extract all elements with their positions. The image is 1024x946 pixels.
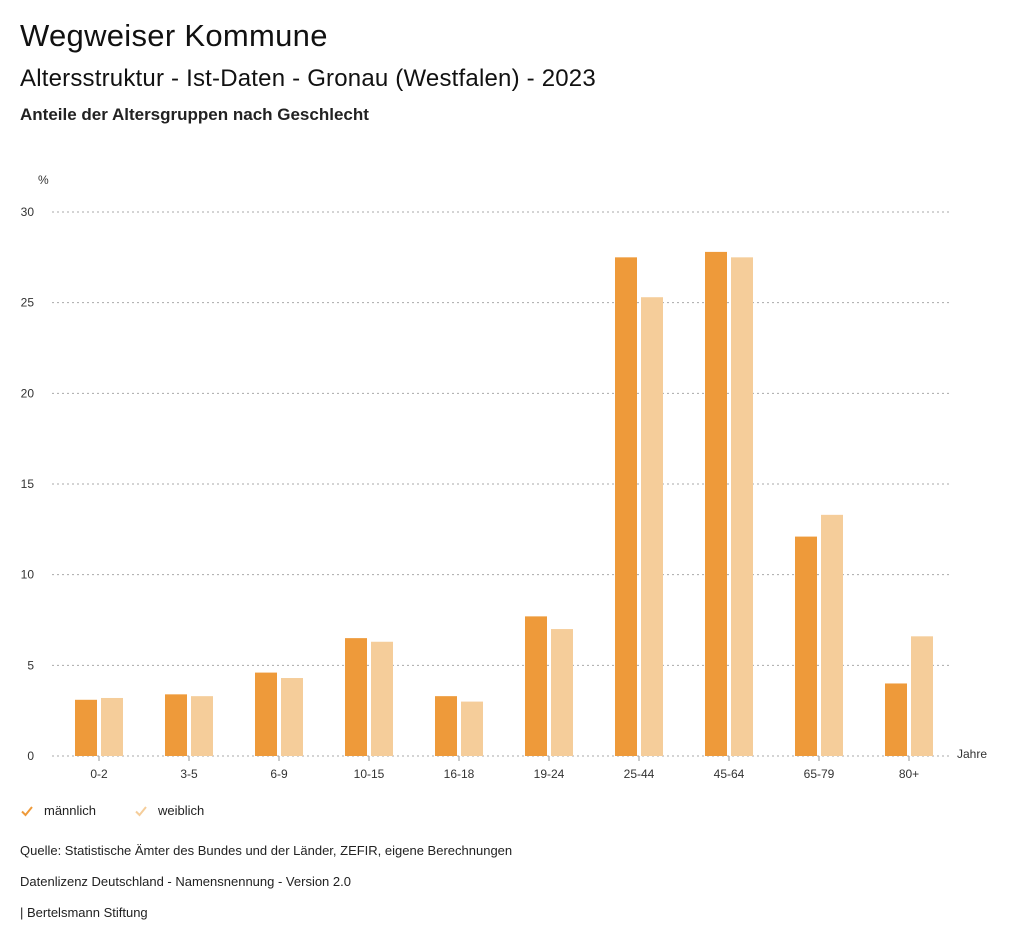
source-note: Quelle: Statistische Ämter des Bundes un… [20, 843, 513, 858]
y-tick-label: 25 [21, 296, 35, 310]
legend-label-male: männlich [44, 803, 97, 818]
y-tick-label: 10 [21, 568, 35, 582]
bar-female [461, 701, 483, 756]
chart-subtitle: Altersstruktur - Ist-Daten - Gronau (Wes… [20, 65, 596, 92]
x-axis-unit-label: Jahre [957, 747, 987, 761]
bar-female [911, 636, 933, 756]
legend-item-male[interactable]: männlich [20, 803, 96, 818]
publisher-note: | Bertelsmann Stiftung [20, 905, 148, 920]
x-tick-label: 0-2 [90, 767, 108, 781]
bar-chart: % 0 5 10 15 20 25 30 Jahre 0-2 3-5 6-9 10-15 16-18 19-… [21, 173, 988, 781]
check-icon [21, 805, 33, 816]
page-title: Wegweiser Kommune [20, 18, 328, 53]
bar-female [731, 257, 753, 756]
bar-male [615, 257, 637, 756]
y-tick-label: 5 [27, 658, 34, 672]
bar-male [165, 694, 187, 756]
x-tick-label: 25-44 [624, 767, 655, 781]
bar-male [345, 638, 367, 756]
bar-female [371, 641, 393, 756]
bar-female [281, 678, 303, 756]
legend-label-female: weiblich [158, 803, 205, 818]
x-tick-label: 19-24 [534, 767, 565, 781]
bar-male [75, 699, 97, 756]
x-tick-label: 80+ [899, 767, 919, 781]
y-tick-label: 30 [21, 205, 35, 219]
x-tick-label: 6-9 [270, 767, 288, 781]
legend-item-female[interactable]: weiblich [134, 803, 204, 818]
bar-female [191, 696, 213, 756]
y-tick-label: 20 [21, 386, 35, 400]
bar-female [641, 297, 663, 756]
bar-male [255, 672, 277, 756]
x-tick-label: 65-79 [804, 767, 835, 781]
y-tick-label: 0 [27, 749, 34, 763]
y-axis-unit-label: % [38, 173, 49, 187]
y-tick-label: 15 [21, 477, 35, 491]
x-tick-label: 10-15 [354, 767, 385, 781]
legend: männlich weiblich [20, 803, 204, 818]
bar-male [435, 696, 457, 756]
bar-male [795, 536, 817, 756]
bar-male [525, 616, 547, 756]
license-note: Datenlizenz Deutschland - Namensnennung … [20, 874, 351, 889]
x-tick-label: 16-18 [444, 767, 475, 781]
bar-female [101, 697, 123, 756]
chart-title: Anteile der Altersgruppen nach Geschlech… [20, 105, 369, 124]
bar-male [885, 683, 907, 756]
bar-male [705, 251, 727, 756]
x-tick-label: 3-5 [180, 767, 198, 781]
check-icon [135, 805, 147, 816]
bar-female [821, 514, 843, 756]
bar-female [551, 629, 573, 756]
x-tick-label: 45-64 [714, 767, 745, 781]
